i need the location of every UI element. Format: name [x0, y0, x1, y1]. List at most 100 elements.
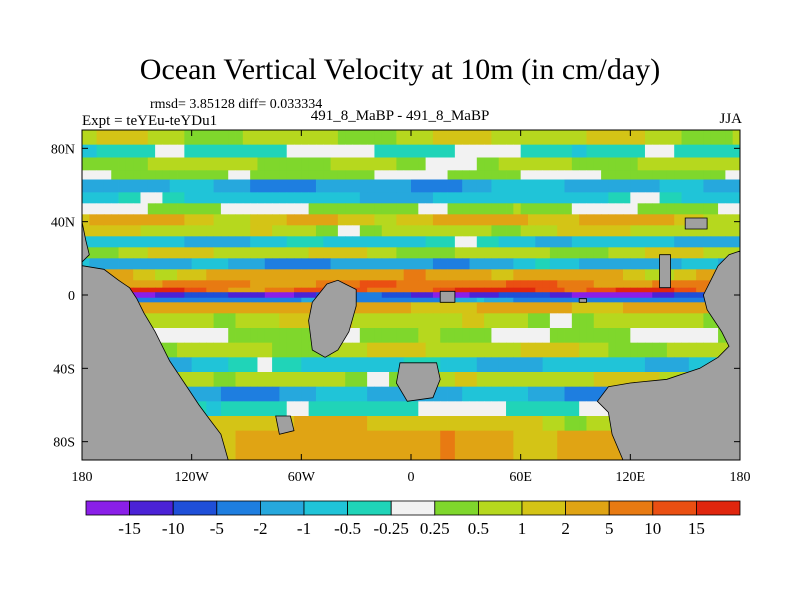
- field-cell: [279, 297, 288, 303]
- field-cell: [294, 203, 302, 215]
- field-cell: [535, 357, 543, 373]
- field-cell: [425, 292, 434, 299]
- field-cell: [440, 192, 448, 204]
- field-cell: [257, 357, 266, 373]
- field-cell: [520, 430, 529, 461]
- field-cell: [469, 170, 478, 180]
- field-cell: [198, 130, 207, 146]
- field-cell: [323, 203, 331, 215]
- field-cell: [396, 157, 405, 171]
- field-cell: [674, 269, 682, 281]
- field-cell: [389, 416, 397, 432]
- field-cell: [367, 247, 375, 259]
- field-cell: [484, 430, 492, 461]
- field-cell: [520, 179, 529, 193]
- field-cell: [659, 170, 668, 180]
- field-cell: [491, 247, 500, 259]
- field-cell: [601, 144, 609, 158]
- field-cell: [718, 170, 726, 180]
- field-cell: [125, 214, 134, 226]
- field-cell: [264, 372, 273, 388]
- field-cell: [389, 287, 397, 293]
- field-cell: [359, 280, 368, 289]
- field-cell: [725, 192, 734, 204]
- field-cell: [652, 372, 660, 388]
- field-cell: [184, 247, 193, 259]
- field-cell: [652, 280, 660, 289]
- field-cell: [630, 297, 639, 303]
- field-cell: [491, 401, 500, 417]
- field-cell: [359, 372, 368, 388]
- field-cell: [666, 313, 675, 329]
- field-cell: [688, 269, 697, 281]
- field-cell: [250, 170, 258, 180]
- field-cell: [147, 214, 156, 226]
- field-cell: [403, 236, 412, 248]
- field-cell: [659, 313, 668, 329]
- field-cell: [96, 225, 105, 237]
- field-cell: [425, 225, 434, 237]
- field-cell: [198, 292, 207, 299]
- field-cell: [718, 203, 726, 215]
- field-cell: [133, 269, 141, 281]
- field-cell: [337, 179, 346, 193]
- field-cell: [506, 214, 514, 226]
- field-cell: [206, 179, 214, 193]
- field-cell: [177, 357, 185, 373]
- field-cell: [666, 144, 675, 158]
- field-cell: [184, 302, 193, 314]
- field-cell: [703, 269, 712, 281]
- field-cell: [586, 214, 595, 226]
- field-cell: [630, 170, 639, 180]
- field-cell: [615, 302, 624, 314]
- field-cell: [191, 258, 200, 270]
- field-cell: [696, 280, 704, 289]
- field-cell: [476, 292, 485, 299]
- field-cell: [659, 179, 668, 193]
- field-cell: [688, 302, 697, 314]
- field-cell: [542, 328, 551, 344]
- field-cell: [345, 179, 353, 193]
- field-cell: [718, 214, 726, 226]
- field-cell: [155, 287, 163, 293]
- field-cell: [308, 287, 317, 293]
- field-cell: [506, 170, 514, 180]
- field-cell: [220, 401, 229, 417]
- field-cell: [213, 372, 222, 388]
- field-cell: [389, 313, 397, 329]
- field-cell: [571, 313, 580, 329]
- field-cell: [374, 144, 383, 158]
- field-cell: [184, 357, 193, 373]
- field-cell: [315, 386, 324, 402]
- field-cell: [301, 401, 310, 417]
- field-cell: [264, 313, 273, 329]
- field-cell: [279, 280, 288, 289]
- field-cell: [228, 386, 236, 402]
- field-cell: [718, 225, 726, 237]
- field-cell: [513, 144, 522, 158]
- field-cell: [418, 280, 427, 289]
- field-cell: [250, 157, 258, 171]
- field-cell: [506, 269, 514, 281]
- field-cell: [418, 157, 427, 171]
- field-cell: [345, 170, 353, 180]
- field-cell: [345, 157, 353, 171]
- field-cell: [666, 214, 675, 226]
- field-cell: [586, 236, 595, 248]
- field-cell: [579, 416, 587, 432]
- field-cell: [425, 313, 434, 329]
- field-cell: [432, 157, 441, 171]
- field-cell: [432, 225, 441, 237]
- field-cell: [103, 144, 112, 158]
- field-cell: [272, 192, 280, 204]
- field-cell: [630, 214, 639, 226]
- field-cell: [696, 297, 704, 303]
- field-cell: [367, 130, 375, 146]
- field-cell: [513, 416, 522, 432]
- field-cell: [564, 179, 573, 193]
- field-cell: [425, 416, 434, 432]
- field-cell: [374, 236, 383, 248]
- land-island-a: [659, 254, 671, 289]
- field-cell: [213, 225, 222, 237]
- field-cell: [432, 214, 441, 226]
